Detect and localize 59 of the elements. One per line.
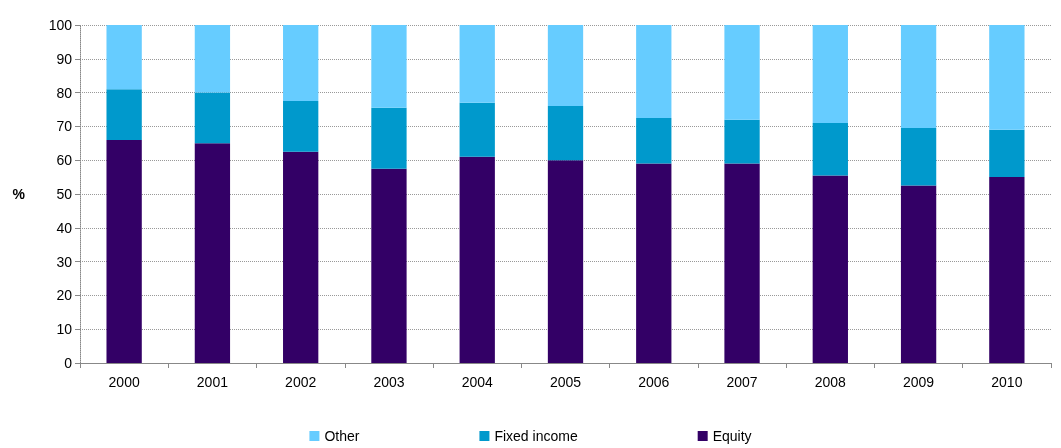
bar — [724, 119, 760, 164]
bar — [812, 175, 848, 363]
bar — [900, 185, 937, 363]
y-tick-label: 40 — [56, 219, 73, 236]
bar — [724, 25, 760, 120]
y-tick-label: 30 — [56, 253, 73, 270]
y-tick-label: 20 — [56, 287, 73, 304]
bar — [459, 25, 495, 103]
bar — [989, 177, 1025, 363]
bar — [989, 129, 1025, 178]
x-tick-label: 2007 — [726, 374, 758, 390]
x-tick-label: 2000 — [108, 374, 140, 390]
bar — [900, 25, 937, 129]
bar — [547, 160, 584, 363]
bar — [194, 92, 231, 144]
bar — [283, 101, 319, 152]
x-tick-label: 2002 — [285, 374, 317, 390]
legend-label: Other — [324, 428, 360, 444]
bar — [636, 163, 672, 363]
y-tick-label: 90 — [56, 50, 73, 67]
x-tick-label: 2001 — [196, 374, 229, 390]
bar — [194, 143, 231, 363]
x-tick-label: 2005 — [549, 374, 582, 390]
bar — [989, 25, 1025, 130]
bar — [547, 106, 584, 161]
bar — [106, 89, 142, 140]
bar — [371, 25, 407, 108]
y-axis-title: % — [12, 186, 26, 202]
bar — [106, 25, 142, 90]
y-tick-label: 10 — [56, 321, 73, 338]
x-tick-label: 2006 — [638, 374, 670, 390]
legend-label: Fixed income — [494, 428, 578, 444]
bar — [371, 107, 407, 169]
bar — [371, 168, 407, 363]
bar — [106, 139, 142, 363]
x-tick-label: 2008 — [814, 374, 847, 390]
x-tick-label: 2004 — [461, 374, 494, 390]
bar — [812, 123, 848, 176]
y-tick-label: 0 — [64, 355, 73, 371]
y-tick-label: 50 — [56, 186, 73, 202]
bar — [636, 117, 672, 164]
x-tick-label: 2003 — [373, 374, 405, 390]
bar — [283, 151, 319, 363]
bar — [547, 25, 584, 107]
bar — [283, 25, 319, 102]
legend-label: Equity — [712, 428, 752, 444]
x-tick-label: 2010 — [991, 374, 1023, 390]
bar — [900, 128, 937, 186]
x-tick-label: 2009 — [903, 374, 935, 390]
bar — [194, 25, 231, 93]
bar — [636, 25, 672, 118]
y-tick-label: 100 — [48, 17, 73, 33]
bar — [459, 156, 495, 363]
bar — [812, 25, 848, 124]
y-tick-label: 80 — [56, 84, 73, 101]
y-tick-label: 60 — [56, 152, 73, 169]
bar — [459, 102, 495, 157]
y-tick-label: 70 — [56, 118, 73, 135]
bar — [724, 163, 760, 363]
